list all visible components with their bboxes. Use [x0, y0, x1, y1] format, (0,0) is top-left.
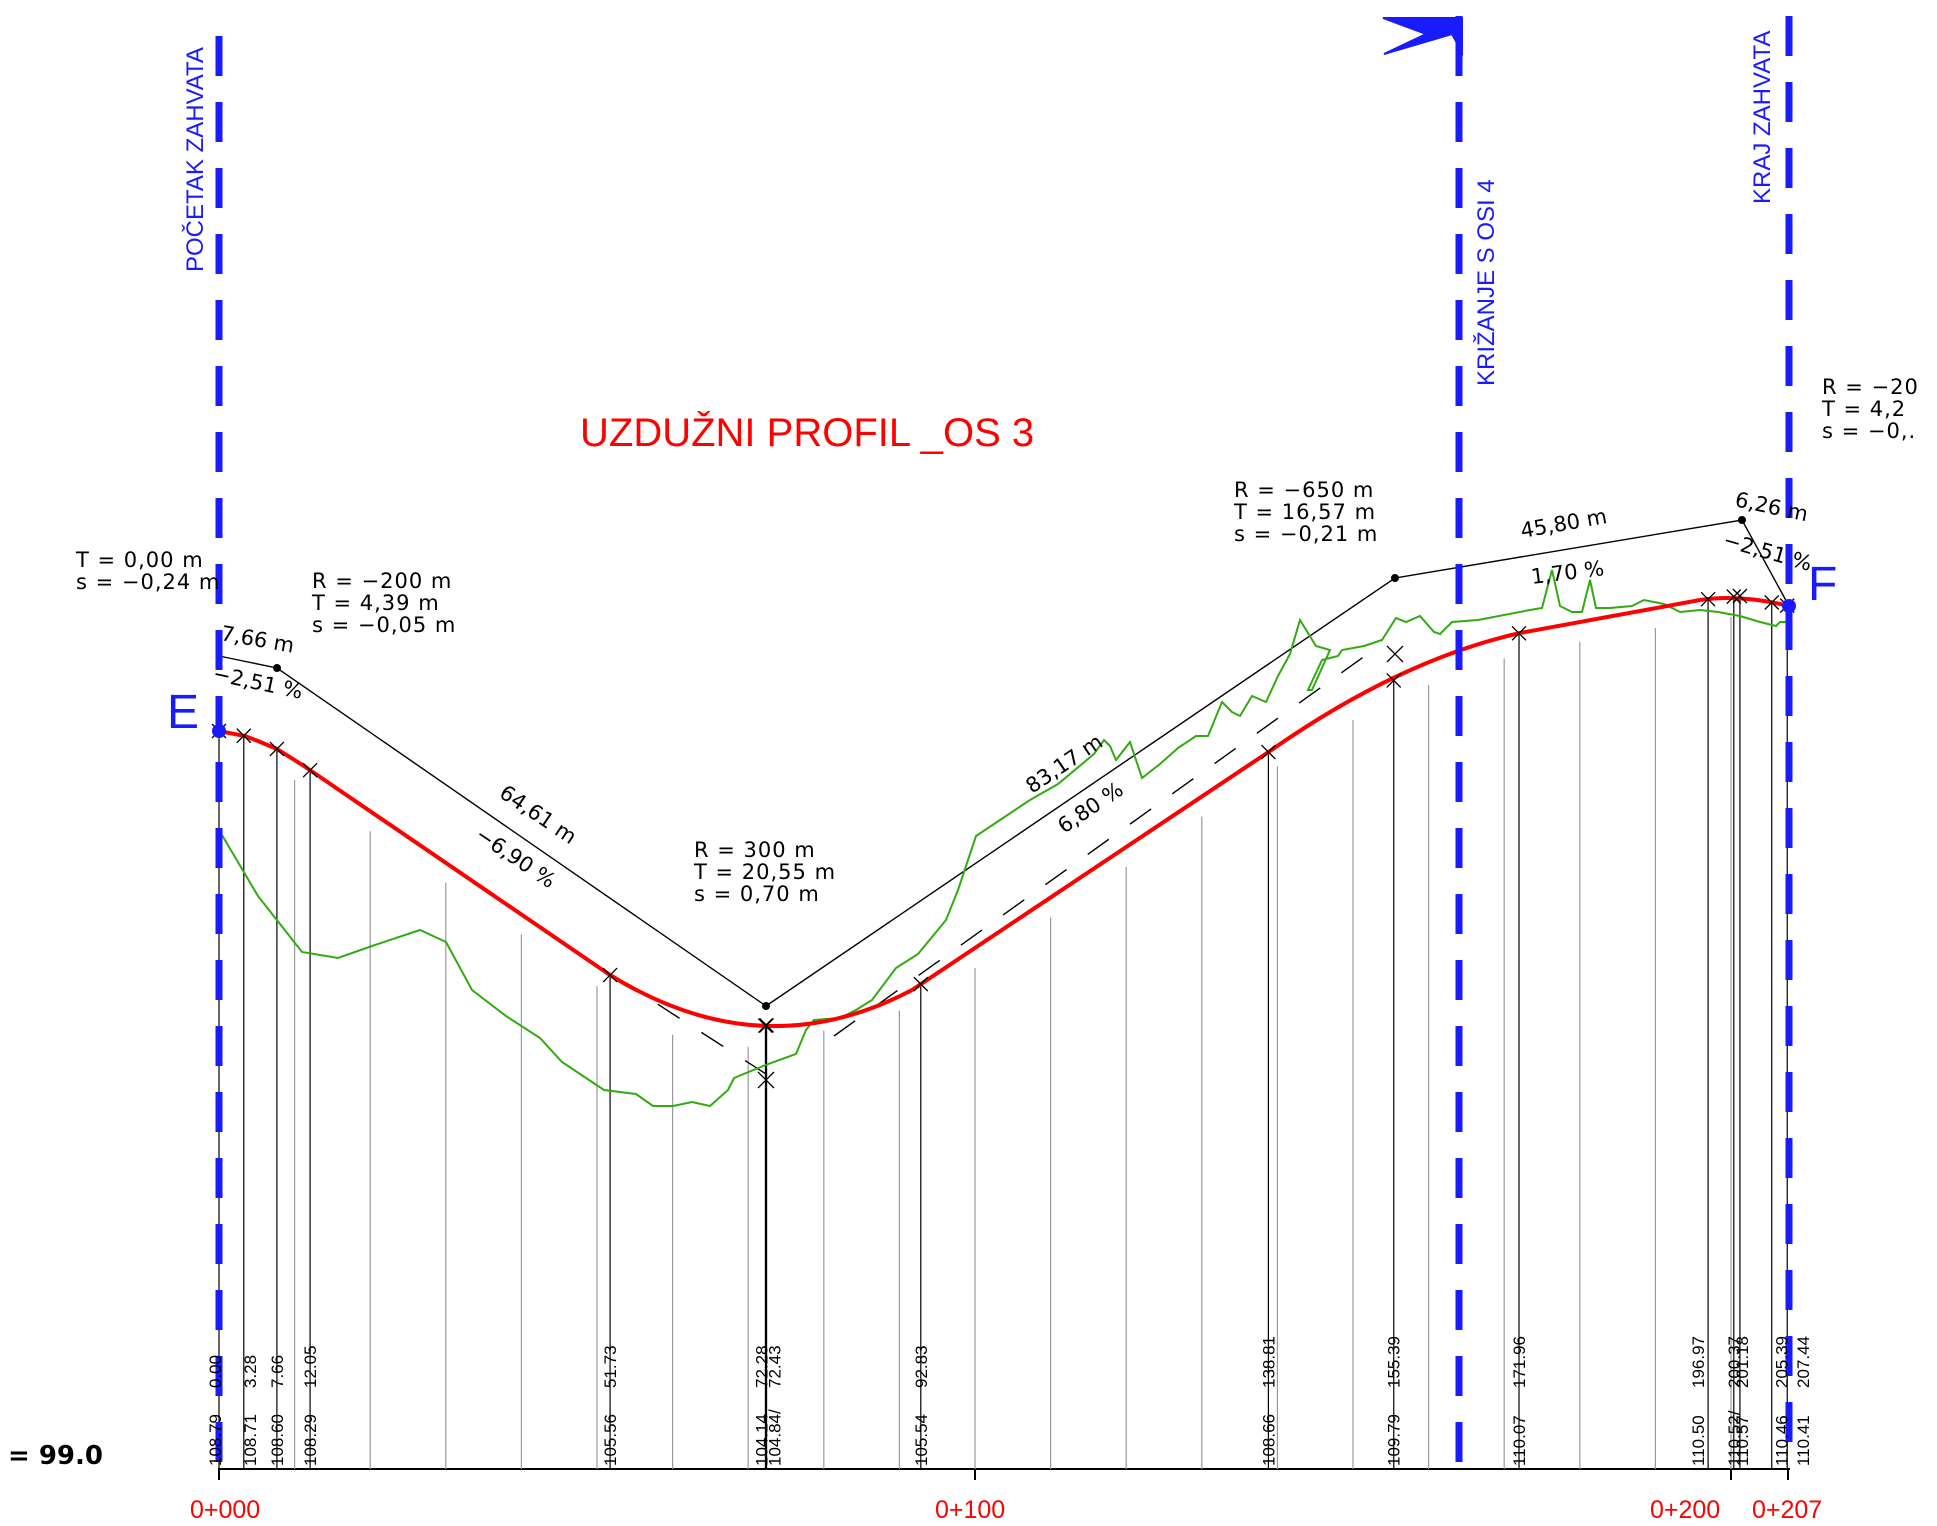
- elevation-labels: 108.79 108.71 108.60 108.29 105.56 104.14104.…: [206, 1409, 1813, 1466]
- chainage-label: 0.00: [206, 1355, 225, 1388]
- pvi-projection-marker: [1387, 646, 1403, 662]
- chainage-label: 3.28: [241, 1355, 260, 1388]
- curve-4-r: R = −650 m: [1234, 478, 1374, 502]
- chainage-label: 7.66: [268, 1355, 287, 1388]
- curve-5-r: R = −20: [1822, 375, 1919, 399]
- chainage-label: 72.43: [766, 1345, 785, 1388]
- elevation-label: 108.71: [241, 1414, 260, 1466]
- terrain-line: [219, 570, 1790, 1106]
- curve-block-3: R = 300 m T = 20,55 m s = 0,70 m: [693, 838, 836, 906]
- pvi-point: [273, 664, 281, 672]
- point-f-label: F: [1808, 558, 1837, 611]
- curve-block-2: R = −200 m T = 4,39 m s = −0,05 m: [311, 569, 456, 637]
- pvi-point: [1738, 516, 1746, 524]
- elevation-label: 108.66: [1259, 1414, 1278, 1466]
- datum-label: = 99.0: [8, 1441, 103, 1471]
- segment-1-length: 7,66 m: [219, 621, 296, 657]
- curve-4-s: s = −0,21 m: [1234, 522, 1378, 546]
- elevation-label: 110.57: [1733, 1415, 1752, 1466]
- chainage-label: 207.44: [1794, 1336, 1813, 1388]
- chainage-label: 138.81: [1259, 1336, 1278, 1388]
- curve-1-t: T = 0,00 m: [75, 548, 204, 572]
- chainage-label: 205.39: [1773, 1336, 1792, 1388]
- curve-1-s: s = −0,24 m: [76, 570, 220, 594]
- elevation-label: 108.60: [268, 1414, 287, 1466]
- segment-1-grade: −2,51 %: [211, 661, 305, 703]
- curve-block-1: T = 0,00 m s = −0,24 m: [75, 548, 220, 594]
- station-verticals: [219, 596, 1787, 1469]
- chainage-label: 12.05: [301, 1345, 320, 1388]
- page-title: UZDUŽNI PROFIL _OS 3: [580, 410, 1034, 455]
- flag-icon: [1383, 16, 1462, 60]
- curve-block-4: R = −650 m T = 16,57 m s = −0,21 m: [1233, 478, 1378, 546]
- segment-3-length: 83,17 m: [1021, 729, 1107, 798]
- chainage-label: 171.96: [1510, 1336, 1529, 1388]
- segment-3-grade: 6,80 %: [1053, 777, 1127, 838]
- curve-5-t: T = 4,2: [1821, 397, 1906, 421]
- station-label-0: 0+000: [190, 1496, 260, 1524]
- elevation-label: 110.41: [1794, 1415, 1813, 1466]
- pvi-point: [1391, 574, 1399, 582]
- chainage-label: 51.73: [601, 1345, 620, 1388]
- design-grade-line: [219, 598, 1789, 1026]
- pvi-point: [762, 1002, 770, 1010]
- elevation-label: 108.79: [206, 1414, 225, 1466]
- curve-3-t: T = 20,55 m: [693, 860, 836, 884]
- elevation-label: 110.07: [1510, 1415, 1529, 1466]
- curve-point-markers: [212, 589, 1794, 1088]
- chainage-label: 196.97: [1689, 1336, 1708, 1388]
- curve-2-s: s = −0,05 m: [312, 613, 456, 637]
- elevation-label: 110.46: [1773, 1415, 1792, 1466]
- elevation-label: 105.56: [601, 1414, 620, 1466]
- grade-tangent-line: [219, 520, 1789, 1006]
- elevation-label: 104.84/: [766, 1409, 785, 1466]
- curve-block-5: R = −20 T = 4,2 s = −0,.: [1821, 375, 1919, 443]
- chainage-label: 201.18: [1733, 1336, 1752, 1388]
- curve-2-r: R = −200 m: [312, 569, 452, 593]
- start-marker-label: POČETAK ZAHVATA: [181, 47, 209, 272]
- segment-5-grade: −2,51 %: [1721, 528, 1815, 576]
- point-f-dot: [1782, 599, 1796, 613]
- crossing-marker-label: KRIŽANJE S OSI 4: [1473, 179, 1500, 386]
- curve-3-s: s = 0,70 m: [694, 882, 820, 906]
- segment-4-grade: 1,70 %: [1530, 556, 1606, 589]
- segment-4-length: 45,80 m: [1519, 504, 1609, 543]
- elevation-label: 105.54: [912, 1414, 931, 1466]
- point-e-label: E: [167, 686, 199, 739]
- elevation-label: 108.29: [301, 1414, 320, 1466]
- chainage-label: 92.83: [912, 1345, 931, 1388]
- curve-2-t: T = 4,39 m: [311, 591, 440, 615]
- curve-5-s: s = −0,.: [1822, 419, 1916, 443]
- curve-4-t: T = 16,57 m: [1233, 500, 1376, 524]
- point-e-dot: [212, 724, 226, 738]
- elevation-label: 109.79: [1385, 1414, 1404, 1466]
- station-label-100: 0+100: [935, 1496, 1005, 1524]
- end-marker-label: KRAJ ZAHVATA: [1749, 31, 1776, 204]
- station-label-207: 0+207: [1752, 1496, 1822, 1524]
- chainage-label: 155.39: [1385, 1336, 1404, 1388]
- station-label-200: 0+200: [1650, 1496, 1720, 1524]
- curve-3-r: R = 300 m: [694, 838, 816, 862]
- elevation-label: 110.50: [1689, 1415, 1708, 1466]
